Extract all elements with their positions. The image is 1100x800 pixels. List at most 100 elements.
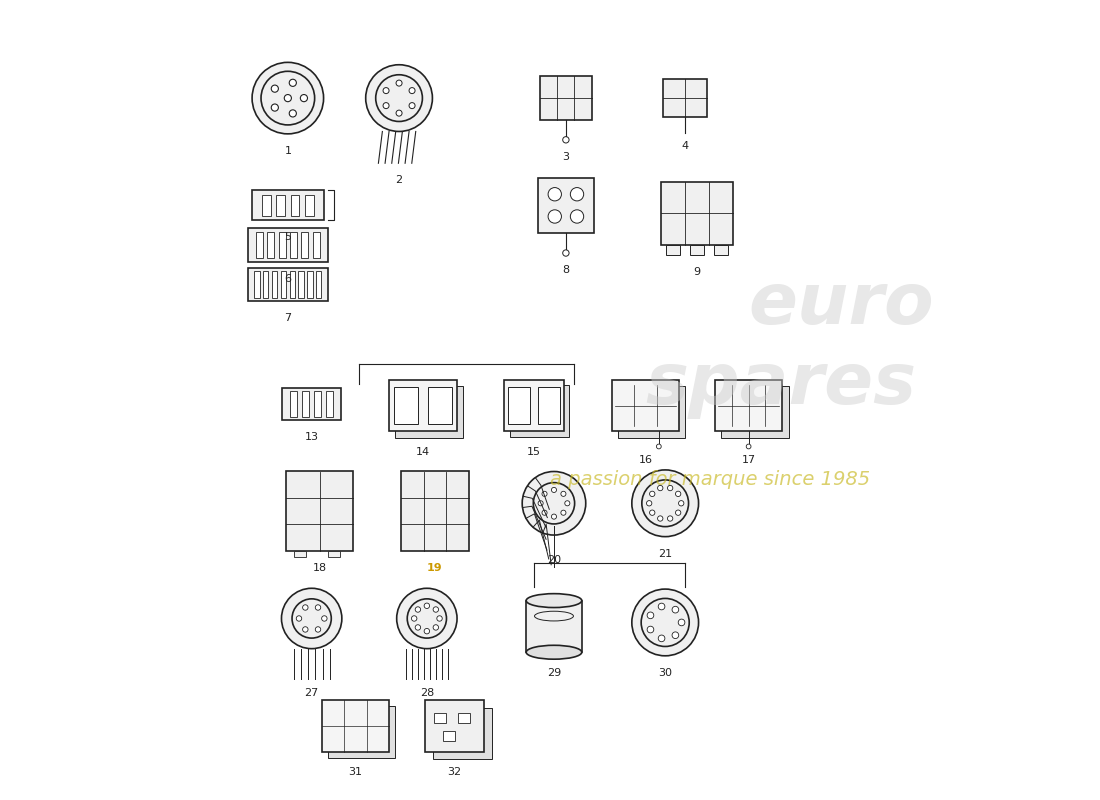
Circle shape (300, 94, 308, 102)
Ellipse shape (526, 646, 582, 659)
Text: 29: 29 (547, 668, 561, 678)
Circle shape (658, 635, 664, 642)
Circle shape (650, 510, 654, 515)
Bar (458, 713, 470, 723)
Bar (267, 232, 274, 258)
Text: 32: 32 (448, 767, 462, 778)
Circle shape (415, 606, 420, 612)
Circle shape (316, 605, 321, 610)
Text: 5: 5 (284, 232, 292, 242)
Circle shape (252, 62, 323, 134)
Bar (618, 386, 685, 438)
Text: 15: 15 (527, 447, 541, 458)
Circle shape (425, 629, 430, 634)
Circle shape (383, 102, 389, 109)
Circle shape (415, 625, 420, 630)
Circle shape (561, 510, 566, 515)
Bar (663, 79, 707, 117)
Text: 19: 19 (427, 563, 442, 573)
Circle shape (289, 79, 296, 86)
Bar (328, 706, 396, 758)
Bar (396, 386, 463, 438)
Text: euro: euro (749, 270, 934, 339)
Circle shape (675, 510, 681, 515)
Text: 16: 16 (638, 455, 652, 466)
Bar (276, 194, 285, 216)
Text: 31: 31 (349, 767, 362, 778)
Circle shape (561, 491, 566, 496)
Bar (326, 391, 333, 417)
Text: 28: 28 (420, 688, 434, 698)
Text: spares: spares (646, 350, 916, 418)
Bar (666, 245, 680, 254)
Circle shape (272, 85, 278, 92)
Bar (402, 471, 469, 551)
Circle shape (542, 491, 547, 496)
Circle shape (650, 491, 654, 497)
Text: 8: 8 (562, 265, 570, 275)
Polygon shape (432, 708, 493, 759)
Text: 14: 14 (416, 447, 430, 458)
Bar (428, 387, 452, 424)
Bar (289, 271, 295, 298)
Circle shape (316, 626, 321, 632)
Bar (612, 380, 679, 431)
Bar (280, 271, 286, 298)
Text: 9: 9 (693, 266, 701, 277)
Bar (321, 700, 389, 751)
Bar (443, 731, 454, 742)
Bar (290, 194, 299, 216)
Circle shape (657, 444, 661, 449)
Bar (249, 268, 328, 302)
Bar (526, 601, 582, 652)
Circle shape (538, 501, 543, 506)
Text: 17: 17 (741, 455, 756, 466)
Circle shape (365, 65, 432, 131)
Bar (263, 271, 268, 298)
Circle shape (548, 210, 561, 223)
Circle shape (564, 501, 570, 506)
Ellipse shape (526, 594, 582, 607)
Circle shape (548, 187, 561, 201)
Circle shape (296, 616, 301, 621)
Bar (394, 387, 418, 424)
Circle shape (563, 137, 569, 143)
Circle shape (411, 616, 417, 621)
Circle shape (563, 250, 569, 256)
Circle shape (321, 616, 327, 621)
Text: 30: 30 (658, 668, 672, 678)
Text: 7: 7 (284, 314, 292, 323)
Circle shape (647, 626, 653, 633)
Circle shape (437, 616, 442, 621)
Circle shape (658, 486, 663, 490)
Circle shape (272, 104, 278, 111)
Text: 21: 21 (658, 549, 672, 558)
Text: 6: 6 (284, 274, 292, 284)
Circle shape (570, 187, 584, 201)
Circle shape (522, 471, 586, 535)
Bar (249, 229, 328, 262)
Text: 4: 4 (682, 141, 689, 151)
Circle shape (668, 486, 673, 490)
Bar (508, 387, 530, 424)
Bar (538, 387, 560, 424)
Circle shape (672, 632, 679, 638)
Bar (504, 380, 564, 431)
Bar (301, 232, 308, 258)
Circle shape (302, 605, 308, 610)
Bar (252, 190, 323, 221)
Bar (510, 386, 570, 437)
Text: 13: 13 (305, 432, 319, 442)
Circle shape (647, 612, 653, 618)
Bar (715, 380, 782, 431)
Circle shape (396, 80, 403, 86)
Bar (290, 232, 297, 258)
Text: 3: 3 (562, 152, 570, 162)
Bar (282, 388, 341, 420)
Circle shape (433, 606, 439, 612)
Bar (661, 182, 733, 245)
Bar (256, 232, 263, 258)
Circle shape (679, 619, 685, 626)
Bar (540, 76, 592, 120)
Circle shape (679, 501, 684, 506)
